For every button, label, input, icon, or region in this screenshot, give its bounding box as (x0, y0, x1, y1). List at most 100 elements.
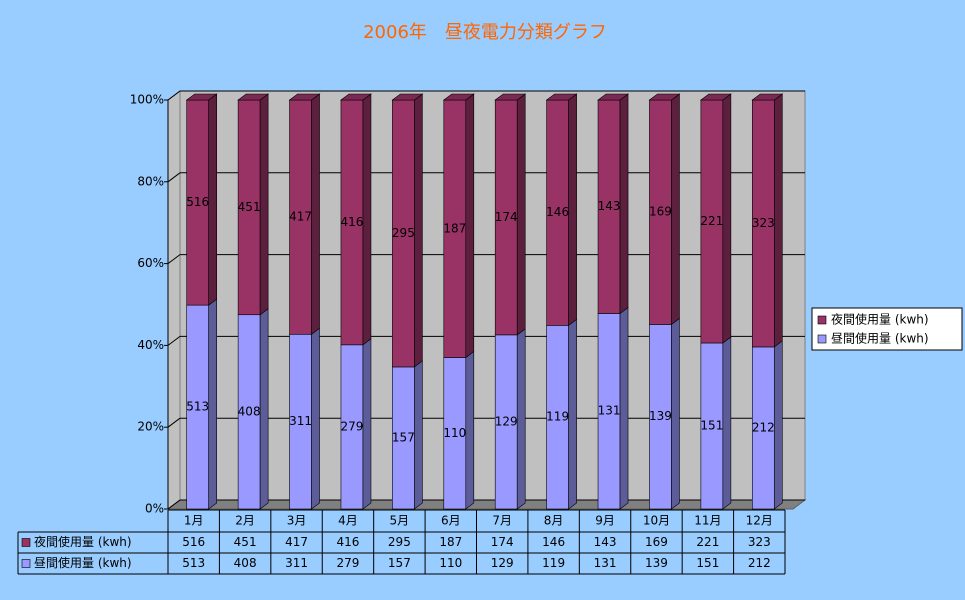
bar-side (516, 93, 526, 336)
grid-line (167, 417, 181, 428)
data-label: 311 (289, 414, 312, 428)
bar-top (288, 93, 321, 101)
data-label: 146 (546, 205, 569, 219)
bar-side (259, 308, 269, 510)
data-label: 187 (443, 221, 466, 235)
x-tick-label: 11月 (694, 514, 721, 528)
data-label: 143 (598, 199, 621, 213)
legend-box (811, 307, 963, 351)
data-label: 129 (495, 414, 518, 428)
table-cell: 212 (748, 556, 771, 570)
bar-side (568, 318, 577, 510)
bar-top (391, 93, 424, 101)
x-tick-label: 5月 (390, 514, 410, 528)
grid-line (167, 499, 181, 510)
data-label: 516 (186, 195, 209, 209)
data-label: 295 (392, 226, 415, 240)
table-cell: 110 (439, 556, 462, 570)
data-label: 174 (495, 210, 518, 224)
bar-top (237, 93, 270, 101)
bar-side (671, 317, 680, 510)
y-tick-label: 20% (137, 420, 164, 434)
legend-swatch (817, 315, 827, 325)
bar-side (311, 93, 320, 335)
data-label: 151 (700, 418, 723, 432)
bar-side (671, 93, 680, 326)
side-wall (167, 90, 181, 510)
bar-top (597, 93, 629, 101)
data-label: 451 (238, 200, 261, 214)
bar-top (751, 93, 784, 101)
bar-side (619, 93, 629, 315)
bar-top (494, 93, 527, 101)
data-label: 131 (598, 404, 621, 418)
table-cell: 129 (491, 556, 514, 570)
table-cell: 169 (645, 535, 668, 549)
x-tick-label: 1月 (184, 514, 204, 528)
table-cell: 295 (388, 535, 411, 549)
bar-top (340, 93, 372, 101)
bar-side (773, 340, 783, 510)
x-tick-label: 10月 (643, 514, 670, 528)
bar-top (699, 93, 732, 101)
data-label: 110 (443, 426, 466, 440)
table-cell: 174 (491, 535, 514, 549)
bar-side (722, 336, 732, 510)
table-swatch (21, 559, 31, 568)
y-tick-label: 100% (130, 93, 164, 107)
data-label: 212 (752, 420, 775, 434)
table-cell: 279 (337, 556, 360, 570)
bar-side (362, 338, 372, 510)
table-cell: 146 (542, 535, 565, 549)
y-tick-label: 60% (137, 256, 164, 270)
table-cell: 131 (594, 556, 617, 570)
data-label: 323 (752, 216, 775, 230)
data-label: 119 (546, 410, 569, 424)
data-label: 417 (289, 210, 312, 224)
bar-top (648, 93, 681, 101)
x-tick-label: 2月 (235, 514, 255, 528)
bar-side (311, 327, 320, 510)
grid-line (167, 172, 181, 183)
bar-side (465, 93, 475, 359)
bar-side (465, 350, 475, 510)
bar-top (442, 93, 475, 101)
data-label: 157 (392, 430, 415, 444)
data-label: 408 (238, 404, 261, 418)
table-cell: 143 (594, 535, 617, 549)
bar-top (545, 93, 578, 101)
grid-line (167, 90, 181, 101)
y-tick-label: 0% (145, 502, 164, 516)
x-tick-label: 8月 (544, 514, 564, 528)
table-cell: 417 (285, 535, 308, 549)
table-cell: 323 (748, 535, 771, 549)
legend-swatch (817, 334, 827, 344)
x-tick-label: 12月 (746, 514, 773, 528)
bar-side (516, 328, 526, 510)
table-cell: 187 (439, 535, 462, 549)
bar-side (208, 93, 218, 306)
x-tick-label: 3月 (287, 514, 307, 528)
table-row-label: 夜間使用量 (kwh) (34, 534, 132, 549)
table-cell: 311 (285, 556, 308, 570)
y-tick-label: 80% (137, 174, 164, 188)
table-swatch (21, 538, 31, 547)
legend-label: 昼間使用量 (kwh) (831, 331, 929, 346)
x-tick-label: 9月 (595, 514, 615, 528)
table-cell: 416 (337, 535, 360, 549)
table-cell: 139 (645, 556, 668, 570)
x-tick-label: 6月 (441, 514, 461, 528)
table-cell: 451 (234, 535, 257, 549)
table-cell: 408 (234, 556, 257, 570)
bar-side (259, 93, 269, 316)
grid-line (167, 335, 181, 346)
table-cell: 157 (388, 556, 411, 570)
table-row-label: 昼間使用量 (kwh) (34, 555, 132, 570)
data-label: 221 (700, 214, 723, 228)
bar-side (773, 93, 783, 348)
bar-side (414, 93, 423, 368)
bar-side (414, 360, 423, 510)
grid-line (167, 254, 181, 265)
chart-title: 2006年 昼夜電力分類グラフ (363, 22, 607, 43)
data-label: 139 (649, 409, 672, 423)
